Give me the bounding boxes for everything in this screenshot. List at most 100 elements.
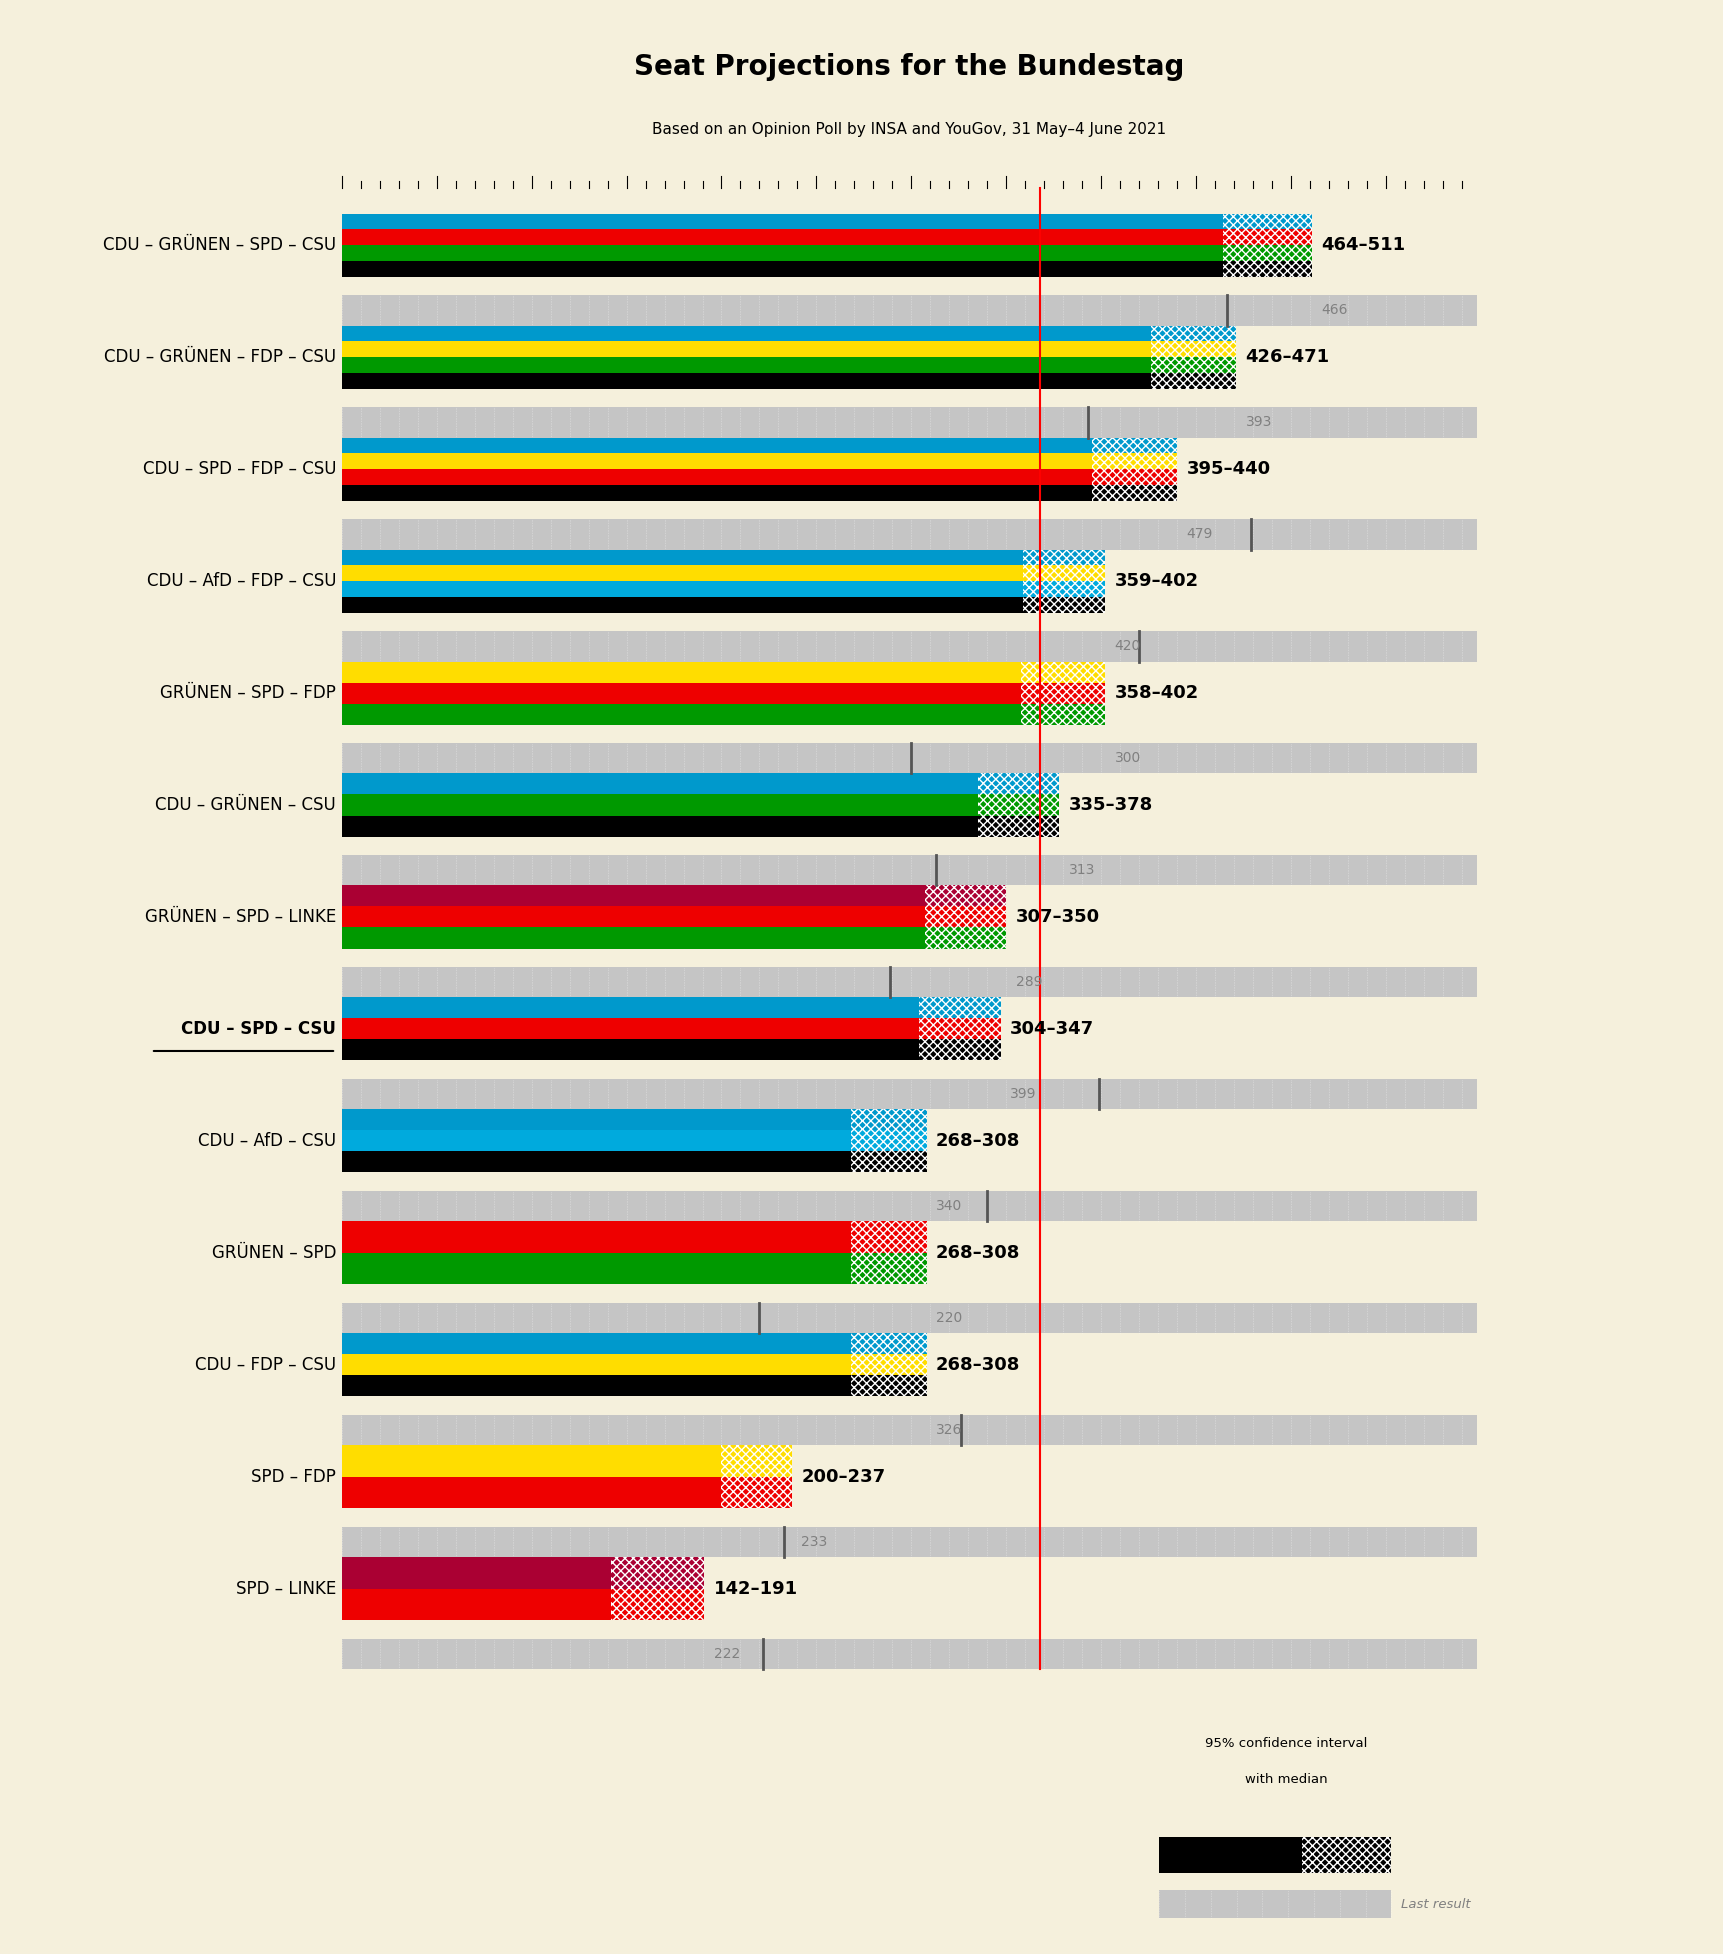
Text: 420: 420 <box>1113 639 1141 653</box>
Bar <box>1222 213 1311 229</box>
Bar <box>341 295 1477 326</box>
Bar <box>341 1129 849 1151</box>
Text: 340: 340 <box>936 1200 961 1213</box>
Bar <box>341 453 1091 469</box>
Bar <box>341 774 977 795</box>
Bar <box>341 580 1023 596</box>
Text: 95% confidence interval: 95% confidence interval <box>1204 1737 1366 1751</box>
Bar <box>341 1333 849 1354</box>
Text: CDU – GRÜNEN – SPD – CSU: CDU – GRÜNEN – SPD – CSU <box>103 236 336 254</box>
Bar <box>1022 662 1104 682</box>
Text: CDU – SPD – CSU: CDU – SPD – CSU <box>181 1020 336 1038</box>
Bar <box>1149 358 1235 373</box>
Bar <box>341 438 1091 453</box>
Bar <box>1022 682 1104 703</box>
Text: Last result: Last result <box>1401 1897 1470 1911</box>
Bar <box>1158 1837 1301 1872</box>
Bar <box>341 326 1149 342</box>
Bar <box>1023 565 1104 580</box>
Bar <box>1149 342 1235 358</box>
Bar <box>1091 453 1177 469</box>
Text: 268–308: 268–308 <box>936 1131 1020 1149</box>
Text: 222: 222 <box>713 1647 739 1661</box>
Bar <box>1222 262 1311 277</box>
Bar <box>341 662 1022 682</box>
Bar <box>1091 469 1177 485</box>
Bar <box>849 1376 925 1397</box>
Text: 466: 466 <box>1322 303 1347 317</box>
Bar <box>1158 1890 1390 1919</box>
Bar <box>849 1333 925 1354</box>
Text: 359–402: 359–402 <box>1113 573 1197 590</box>
Text: 289: 289 <box>1015 975 1042 989</box>
Bar <box>341 1557 612 1589</box>
Bar <box>722 1446 791 1477</box>
Bar <box>341 565 1023 580</box>
Bar <box>924 928 1006 948</box>
Text: CDU – AfD – CSU: CDU – AfD – CSU <box>198 1131 336 1149</box>
Bar <box>918 1018 999 1040</box>
Bar <box>341 406 1477 438</box>
Bar <box>341 262 1222 277</box>
Bar <box>1022 703 1104 725</box>
Text: Based on an Opinion Poll by INSA and YouGov, 31 May–4 June 2021: Based on an Opinion Poll by INSA and You… <box>651 123 1166 137</box>
Bar <box>924 885 1006 907</box>
Text: with median: with median <box>1244 1772 1327 1786</box>
Bar <box>341 342 1149 358</box>
Bar <box>341 1151 849 1172</box>
Bar <box>341 373 1149 389</box>
Text: CDU – SPD – FDP – CSU: CDU – SPD – FDP – CSU <box>143 459 336 479</box>
Text: 464–511: 464–511 <box>1322 236 1404 254</box>
Bar <box>341 1190 1477 1221</box>
Bar <box>341 907 924 928</box>
Bar <box>1091 485 1177 500</box>
Text: CDU – GRÜNEN – FDP – CSU: CDU – GRÜNEN – FDP – CSU <box>103 348 336 365</box>
Text: 304–347: 304–347 <box>1010 1020 1094 1038</box>
Bar <box>341 856 1477 885</box>
Bar <box>341 631 1477 662</box>
Bar <box>341 1079 1477 1110</box>
Text: 233: 233 <box>801 1534 827 1550</box>
Text: 220: 220 <box>936 1311 961 1325</box>
Text: 399: 399 <box>1010 1086 1036 1100</box>
Bar <box>1149 373 1235 389</box>
Bar <box>918 997 999 1018</box>
Bar <box>1222 229 1311 246</box>
Bar <box>612 1557 705 1589</box>
Bar <box>849 1253 925 1284</box>
Bar <box>612 1589 705 1620</box>
Bar <box>849 1129 925 1151</box>
Bar <box>341 1526 1477 1557</box>
Bar <box>1301 1837 1390 1872</box>
Text: CDU – GRÜNEN – CSU: CDU – GRÜNEN – CSU <box>155 795 336 815</box>
Bar <box>341 469 1091 485</box>
Bar <box>924 907 1006 928</box>
Text: 268–308: 268–308 <box>936 1356 1020 1374</box>
Bar <box>341 1477 722 1508</box>
Text: CDU – AfD – FDP – CSU: CDU – AfD – FDP – CSU <box>146 573 336 590</box>
Bar <box>977 795 1060 815</box>
Bar <box>341 1018 918 1040</box>
Bar <box>341 1303 1477 1333</box>
Bar <box>341 997 918 1018</box>
Text: 395–440: 395–440 <box>1185 459 1270 479</box>
Text: GRÜNEN – SPD – FDP: GRÜNEN – SPD – FDP <box>160 684 336 701</box>
Bar <box>918 1040 999 1061</box>
Text: 313: 313 <box>1068 864 1094 877</box>
Bar <box>977 774 1060 795</box>
Text: 300: 300 <box>1113 750 1141 766</box>
Text: 307–350: 307–350 <box>1015 909 1099 926</box>
Bar <box>341 1221 849 1253</box>
Text: 268–308: 268–308 <box>936 1245 1020 1262</box>
Bar <box>1023 596 1104 614</box>
Text: 326: 326 <box>936 1423 961 1436</box>
Text: CDU – FDP – CSU: CDU – FDP – CSU <box>195 1356 336 1374</box>
Bar <box>341 682 1022 703</box>
Text: 358–402: 358–402 <box>1113 684 1197 701</box>
Bar <box>849 1110 925 1129</box>
Bar <box>341 967 1477 997</box>
Bar <box>1222 246 1311 262</box>
Bar <box>341 743 1477 774</box>
Bar <box>341 1253 849 1284</box>
Bar <box>341 520 1477 549</box>
